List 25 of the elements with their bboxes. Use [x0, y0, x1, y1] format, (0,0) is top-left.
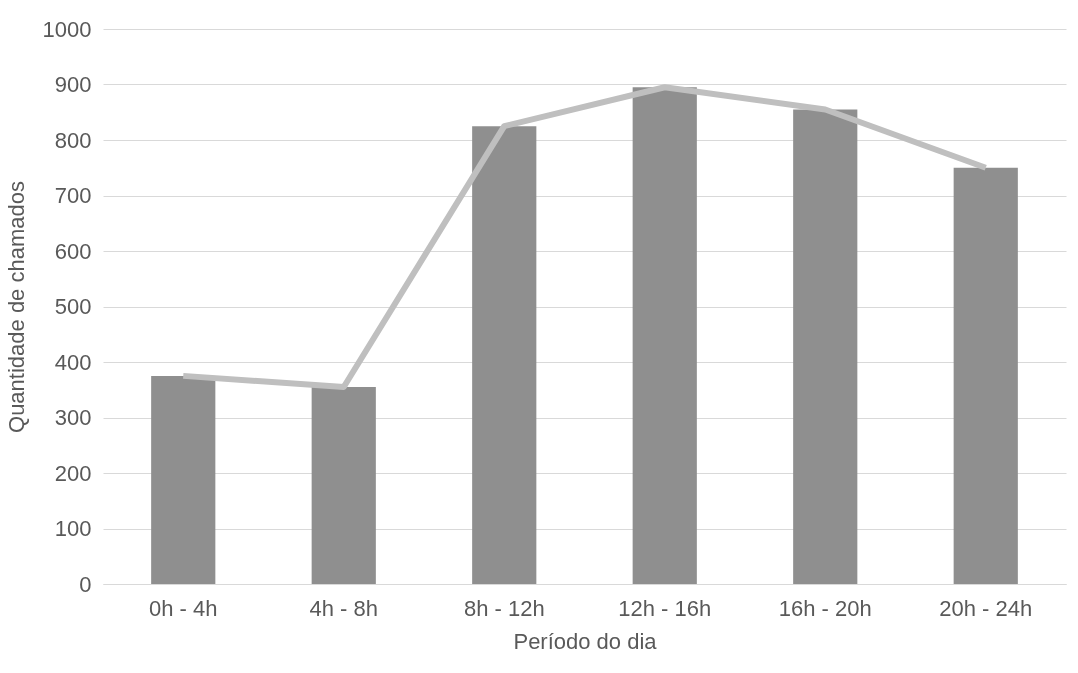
bar	[151, 375, 216, 584]
y-tick-label: 700	[54, 183, 92, 208]
y-tick-label: 600	[54, 238, 92, 264]
y-tick-label: 0	[79, 571, 92, 597]
x-axis-title: Período do dia	[513, 628, 658, 654]
x-tick-label: 4h - 8h	[309, 595, 378, 621]
x-tick-label: 20h - 24h	[939, 595, 1033, 621]
bar	[472, 126, 537, 584]
bar	[953, 167, 1018, 584]
y-tick-label: 900	[54, 72, 92, 97]
y-tick-label: 400	[54, 349, 92, 375]
x-tick-label: 12h - 16h	[618, 595, 712, 621]
y-axis-title: Quantidade de chamados	[3, 181, 29, 433]
y-tick-label: 100	[54, 516, 92, 541]
y-tick-label: 1000	[42, 16, 92, 42]
x-tick-label: 0h - 4h	[149, 595, 218, 621]
y-tick-label: 200	[54, 460, 92, 486]
bar	[793, 109, 858, 584]
bar	[632, 87, 697, 584]
y-tick-label: 500	[54, 294, 92, 319]
y-tick-label: 800	[54, 127, 92, 153]
y-tick-label: 300	[54, 405, 92, 430]
x-tick-label: 8h - 12h	[463, 595, 545, 621]
bar	[311, 386, 376, 584]
x-tick-label: 16h - 20h	[778, 595, 872, 621]
